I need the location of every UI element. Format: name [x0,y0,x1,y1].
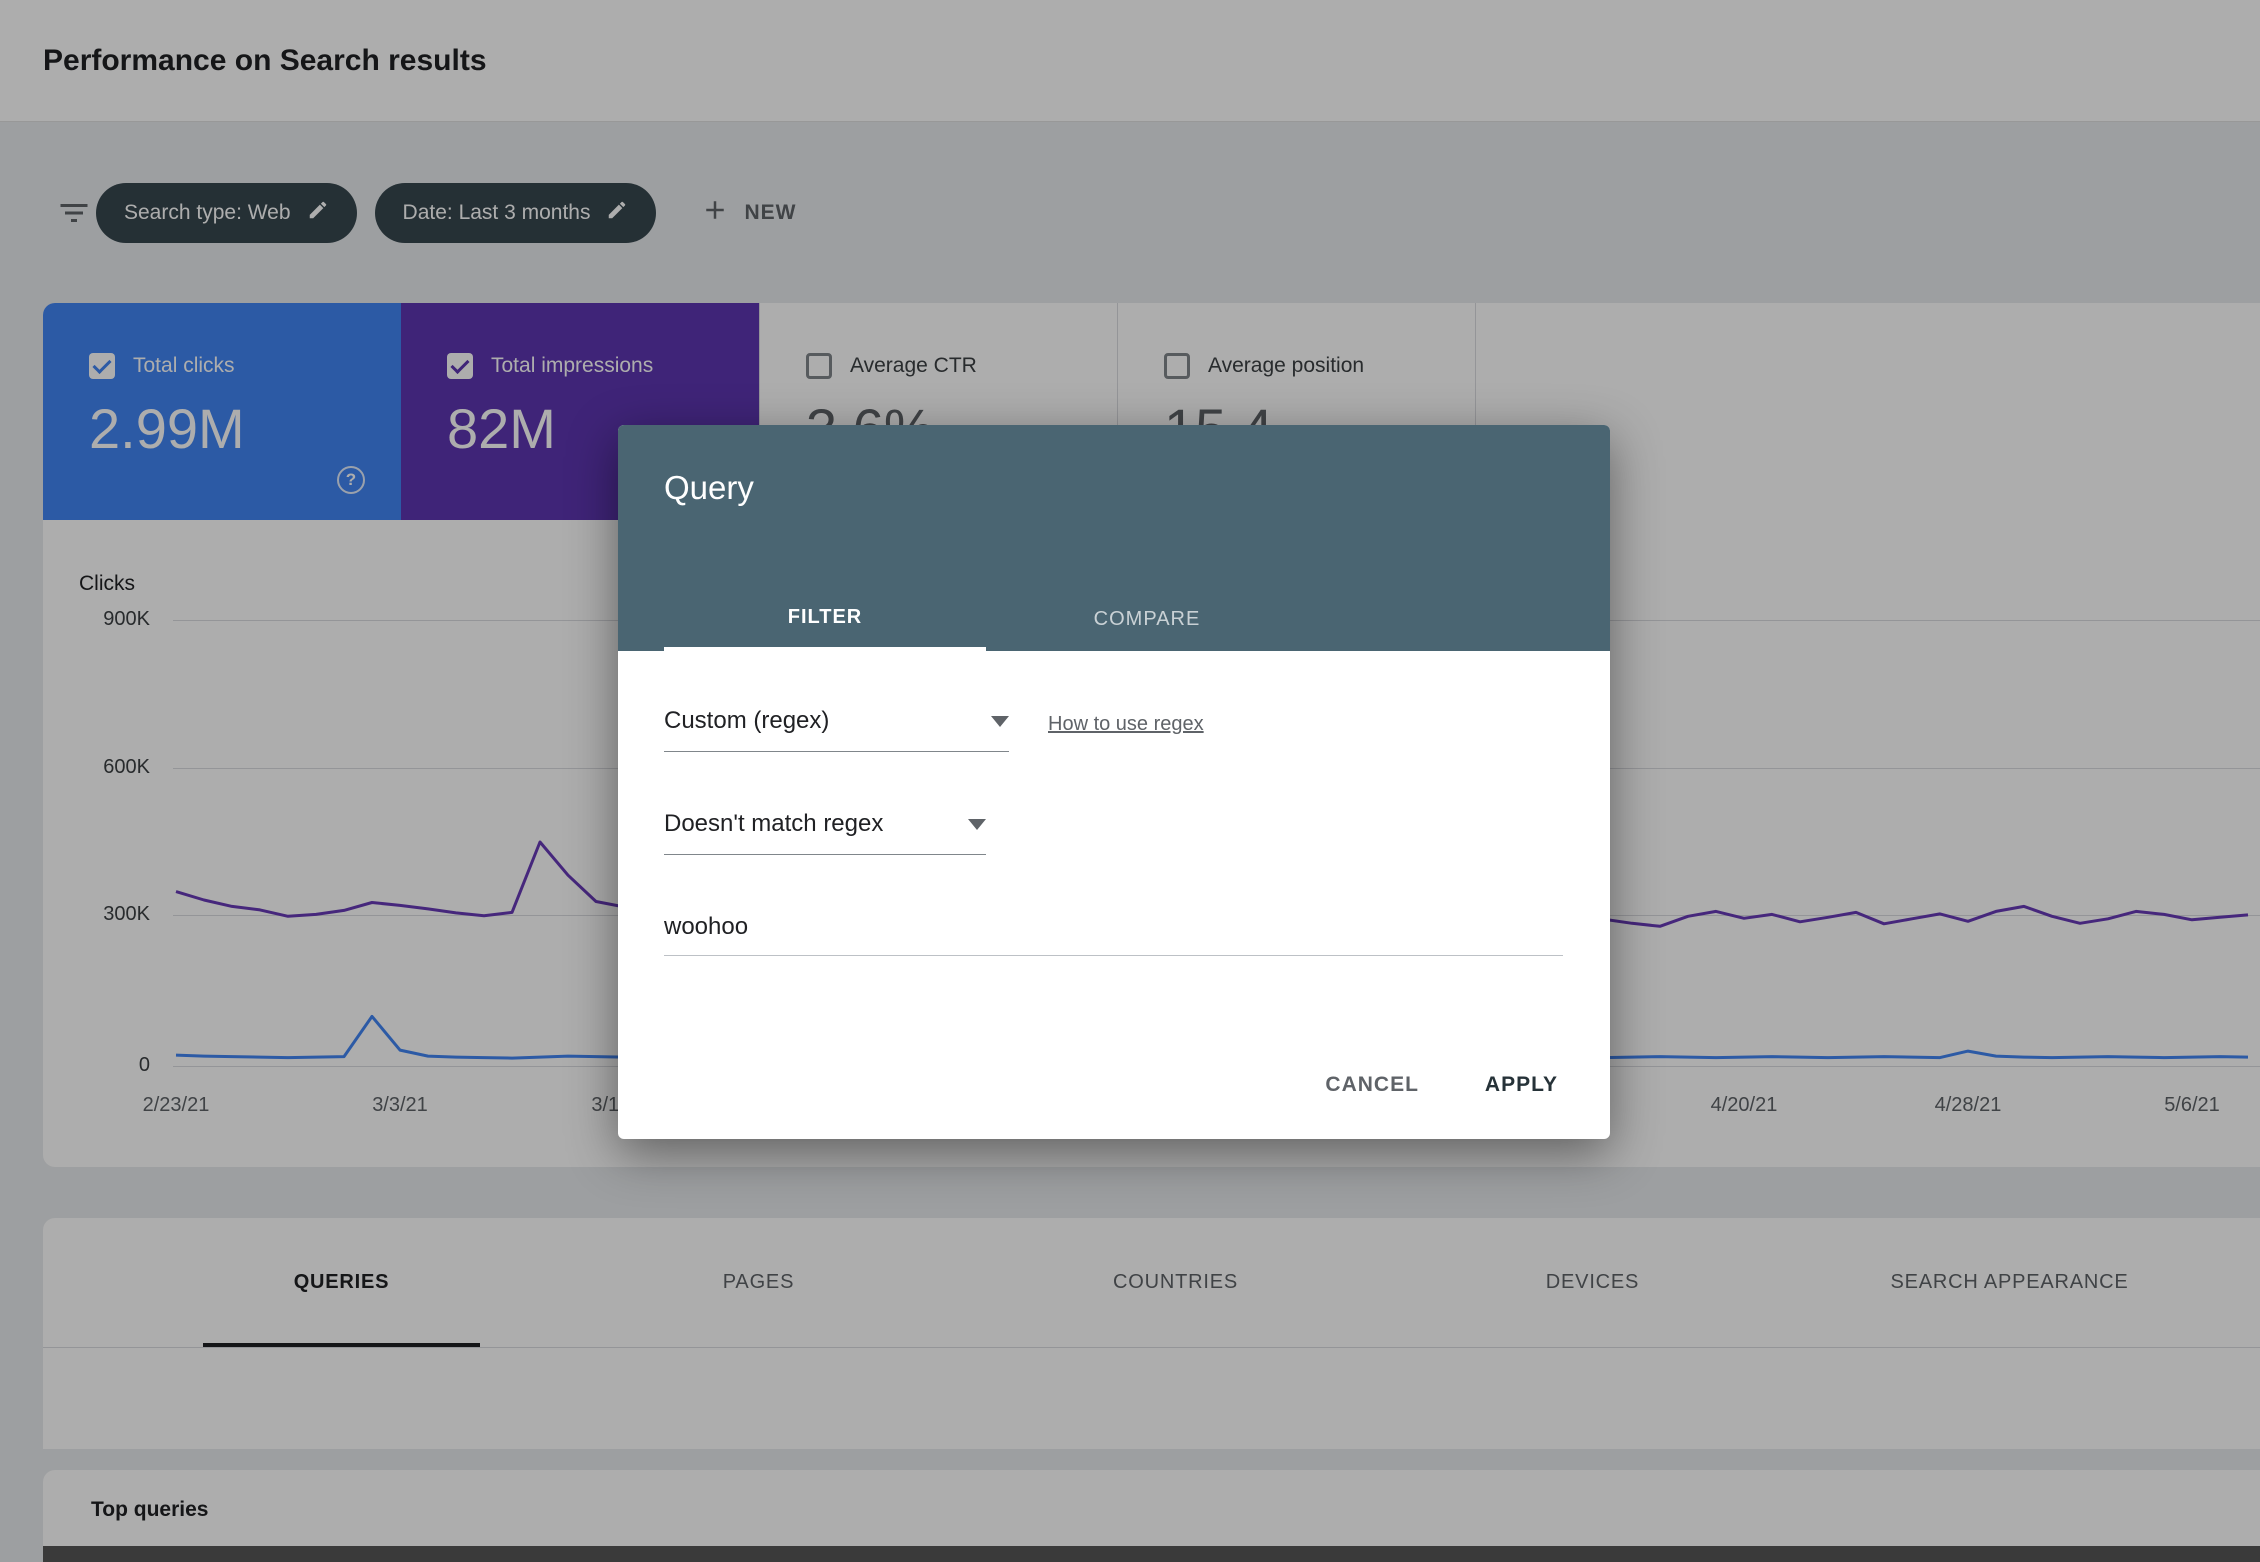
top-queries-header: Top queries [91,1498,209,1521]
table-divider-strip [43,1546,2260,1562]
date-range-chip[interactable]: Date: Last 3 months [374,183,657,243]
x-tick-label: 4/20/21 [1710,1094,1778,1116]
help-icon[interactable]: ? [337,466,365,494]
match-type-value: Doesn't match regex [664,810,884,837]
apply-button[interactable]: APPLY [1459,1057,1584,1113]
plus-icon [700,195,730,231]
metric-label: Average CTR [850,354,977,377]
metric-label: Total impressions [491,354,654,377]
dialog-tabs: FILTER COMPARE [664,587,1308,651]
y-tick-label: 0 [138,1054,150,1076]
dimension-tabs: QUERIES PAGES COUNTRIES DEVICES SEARCH A… [43,1218,2260,1348]
checkbox-unchecked-icon[interactable] [806,353,832,379]
chevron-down-icon [968,818,986,830]
dialog-body: Custom (regex) How to use regex Doesn't … [618,651,1610,956]
filter-bar: Search type: Web Date: Last 3 months NEW [0,123,2260,303]
filter-type-select[interactable]: Custom (regex) [664,707,1009,752]
metric-row-filler [1475,303,2260,520]
app-header: Performance on Search results [0,0,2260,122]
y-tick-label: 900K [103,608,150,630]
regex-value-input[interactable] [664,913,1563,956]
tab-devices[interactable]: DEVICES [1545,1271,1640,1293]
dialog-title: Query [664,469,754,506]
page-title: Performance on Search results [43,43,487,77]
x-tick-label: 2/23/21 [142,1094,210,1116]
checkbox-checked-icon[interactable] [447,353,473,379]
search-type-chip-label: Search type: Web [124,201,291,224]
match-type-select[interactable]: Doesn't match regex [664,810,986,855]
metric-value: 2.99M [89,397,245,460]
metric-card-total-clicks[interactable]: Total clicks 2.99M ? [43,303,401,520]
new-filter-button[interactable]: NEW [700,195,796,231]
date-range-chip-label: Date: Last 3 months [402,201,591,224]
y-tick-label: 300K [103,903,150,925]
edit-pencil-icon[interactable] [307,199,329,227]
query-filter-dialog: Query FILTER COMPARE Custom (regex) How … [618,425,1610,1139]
new-filter-label: NEW [744,201,797,224]
chart-series-label: Clicks [79,572,135,595]
filter-list-icon[interactable] [52,191,96,235]
metric-label: Total clicks [133,354,235,377]
tab-countries[interactable]: COUNTRIES [1113,1271,1238,1293]
x-tick-label: 5/6/21 [2164,1094,2220,1116]
dialog-actions: CANCEL APPLY [1299,1057,1584,1113]
checkbox-unchecked-icon[interactable] [1164,353,1190,379]
tab-queries[interactable]: QUERIES [133,1218,550,1347]
queries-table-card: Top queries [43,1470,2260,1562]
tab-pages[interactable]: PAGES [722,1271,795,1293]
edit-pencil-icon[interactable] [606,199,628,227]
x-tick-label: 3/3/21 [372,1094,428,1116]
checkbox-checked-icon[interactable] [89,353,115,379]
x-tick-label: 4/28/21 [1934,1094,2002,1116]
tab-search-appearance[interactable]: SEARCH APPEARANCE [1890,1271,2129,1293]
metric-label: Average position [1208,354,1365,377]
regex-help-link[interactable]: How to use regex [1048,713,1204,735]
tab-compare[interactable]: COMPARE [1093,607,1201,630]
y-tick-label: 600K [103,756,150,778]
search-type-chip[interactable]: Search type: Web [96,183,357,243]
metric-value: 82M [447,397,556,460]
tab-filter[interactable]: FILTER [664,587,986,651]
filter-type-value: Custom (regex) [664,707,830,734]
cancel-button[interactable]: CANCEL [1299,1057,1445,1113]
dimension-table-card: QUERIES PAGES COUNTRIES DEVICES SEARCH A… [43,1218,2260,1449]
chevron-down-icon [991,715,1009,727]
dialog-header: Query FILTER COMPARE [618,425,1610,651]
